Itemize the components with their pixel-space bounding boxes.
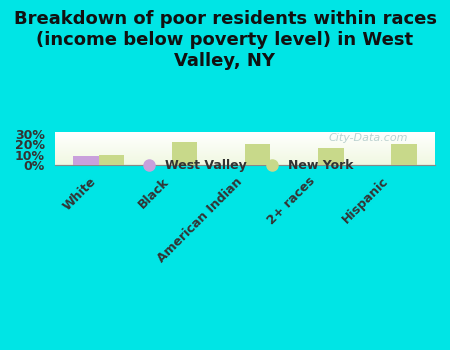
Bar — [73, 156, 99, 165]
Bar — [99, 155, 124, 165]
Bar — [172, 142, 198, 165]
Bar — [245, 144, 270, 165]
Text: City-Data.com: City-Data.com — [328, 133, 408, 142]
Bar — [391, 144, 417, 165]
Legend: West Valley, New York: West Valley, New York — [131, 154, 359, 177]
Text: Breakdown of poor residents within races
(income below poverty level) in West
Va: Breakdown of poor residents within races… — [14, 10, 436, 70]
Bar — [318, 148, 344, 165]
